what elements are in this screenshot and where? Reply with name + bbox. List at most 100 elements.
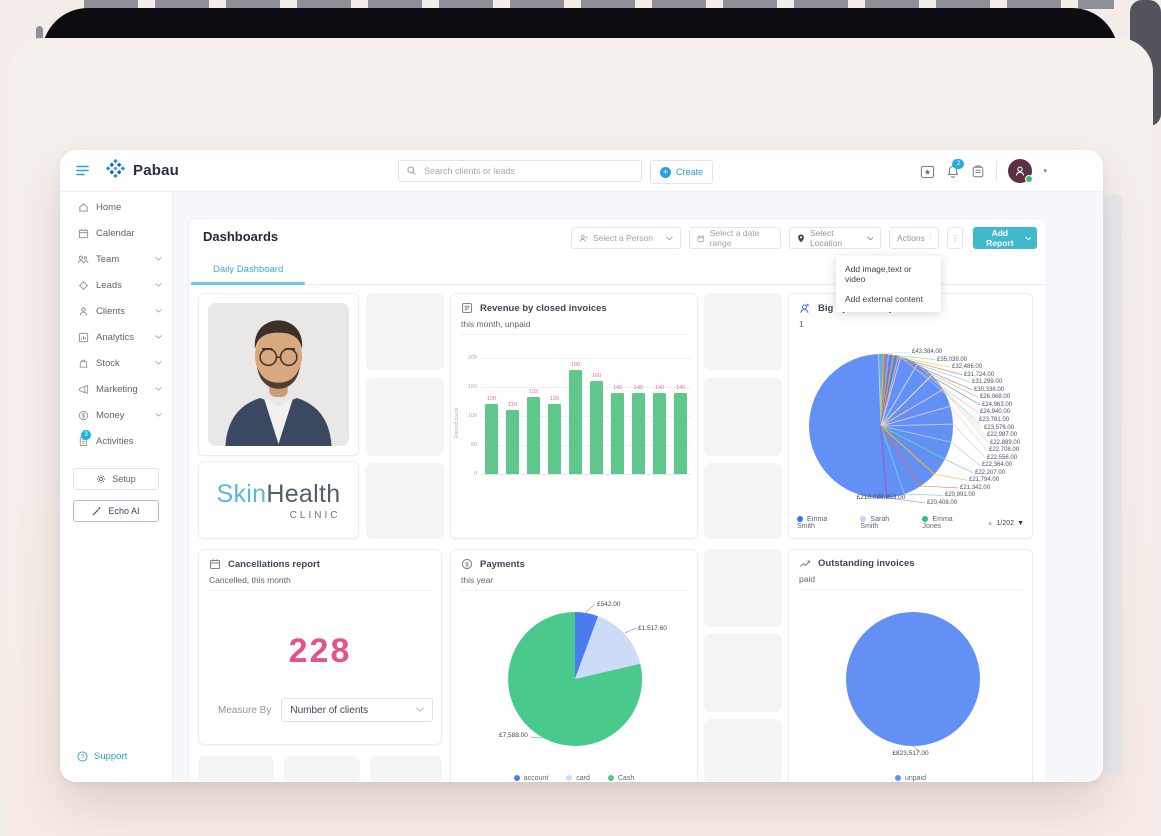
sidebar-item-marketing[interactable]: Marketing [60, 376, 172, 402]
sidebar-item-activities[interactable]: Activities 3 [60, 428, 172, 454]
legend-item[interactable]: Emma Smith [797, 516, 828, 530]
bar[interactable]: 160 [590, 373, 603, 474]
pie-callout-value: £20,408.00 [927, 500, 958, 506]
logo-clinic: CLINIC [289, 509, 341, 521]
echo-ai-button[interactable]: Echo AI [73, 500, 159, 522]
create-button[interactable]: + Create [650, 160, 714, 184]
sidebar-item-money[interactable]: Money [60, 402, 172, 428]
sidebar-item-label: Activities [96, 435, 134, 447]
bar[interactable]: 140 [674, 385, 687, 474]
y-axis-tick: 50 [470, 442, 477, 448]
bar[interactable]: 140 [653, 385, 666, 474]
marketing-icon [77, 384, 89, 395]
user-menu-caret-icon[interactable]: ▾ [1043, 168, 1047, 175]
sidebar-item-label: Team [96, 253, 120, 265]
bar[interactable]: 140 [611, 385, 624, 474]
sidebar-item-label: Calendar [96, 227, 135, 239]
select-person-label: Select a Person [593, 233, 654, 243]
bar[interactable]: 110 [506, 402, 519, 474]
page-up-icon[interactable]: ▲ [986, 519, 994, 527]
tab-daily-dashboard[interactable]: Daily Dashboard [189, 254, 307, 285]
wand-icon [93, 506, 102, 516]
pie-callout-value: £31,724.00 [964, 371, 995, 378]
legend-item[interactable]: unpaid [894, 775, 926, 782]
pabau-logo[interactable]: Pabau [105, 158, 179, 184]
bar[interactable]: 180 [569, 362, 582, 474]
actions-dropdown[interactable]: Actions [889, 227, 939, 249]
brand-name: Pabau [133, 162, 180, 179]
setup-button[interactable]: Setup [73, 468, 159, 490]
bar-value-label: 140 [675, 384, 686, 391]
support-link[interactable]: ? Support [77, 751, 127, 762]
legend-item[interactable]: card [566, 775, 590, 782]
bar[interactable]: 120 [548, 396, 561, 474]
pie-callout-value: £20,991.00 [945, 492, 976, 499]
menu-item-add-external-content[interactable]: Add external content [845, 294, 923, 304]
pie-callout-value: £22,556.00 [987, 454, 1018, 461]
notifications-bell-icon[interactable]: 2 [946, 158, 965, 179]
dashboard-tabs: Daily Dashboard [189, 254, 1046, 285]
sidebar: Home Calendar Team Leads Clients Analytics Sto… [60, 192, 173, 782]
main-slice-value: £210,088,853.00 [856, 494, 906, 501]
sidebar-item-home[interactable]: Home [60, 194, 172, 220]
page-down-icon[interactable]: ▼ [1017, 519, 1024, 527]
add-report-button[interactable]: Add Report [973, 227, 1037, 249]
sidebar-item-stock[interactable]: Stock [60, 350, 172, 376]
help-icon: ? [77, 751, 88, 762]
sidebar-item-leads[interactable]: Leads [60, 272, 172, 298]
legend-item[interactable]: Cash [607, 775, 634, 782]
user-avatar[interactable] [1008, 159, 1034, 183]
legend-item[interactable]: account [513, 775, 548, 782]
topbar: Pabau + Create [60, 150, 1103, 192]
person-icon [579, 234, 588, 242]
create-label: Create [676, 167, 704, 177]
y-axis-tick: 150 [467, 384, 477, 390]
calendar-star-icon[interactable] [920, 164, 935, 179]
select-date-range-dropdown[interactable]: Select a date range [689, 227, 781, 249]
bar[interactable]: 120 [485, 396, 498, 474]
legend-item[interactable]: Emma Jones [922, 516, 953, 530]
dashboard-panel: Dashboards Select a Person Select a date… [188, 218, 1047, 782]
kebab-menu-button[interactable]: ⋮ [947, 227, 963, 249]
y-axis-tick: 200 [467, 355, 477, 361]
bar-chart: Record count 0 50 100 150 200 120 110 132 120 180 1… [451, 334, 697, 538]
bar-value-label: 140 [654, 384, 665, 391]
tasks-clipboard-icon[interactable] [971, 164, 985, 179]
widget-placeholder [704, 293, 782, 370]
sidebar-item-clients[interactable]: Clients [60, 298, 172, 324]
bar-value-label: 132 [528, 389, 539, 396]
chevron-down-icon [666, 235, 673, 241]
hamburger-menu-icon[interactable] [76, 165, 89, 176]
chevron-down-icon [416, 707, 425, 713]
select-date-range-label: Select a date range [709, 228, 760, 248]
bar-value-label: 110 [508, 402, 517, 409]
card-subtitle: this month, unpaid [461, 319, 531, 329]
profile-photo-widget [198, 293, 359, 456]
legend-item[interactable]: Sarah Smith [860, 516, 890, 530]
menu-item-add-image-text-video[interactable]: Add image,text or video [845, 264, 912, 284]
trend-line-icon [800, 560, 811, 567]
select-person-dropdown[interactable]: Select a Person [571, 227, 681, 249]
sidebar-item-label: Leads [96, 279, 122, 291]
stock-icon [77, 358, 89, 369]
chevron-down-icon [930, 235, 931, 238]
bar-value-label: 140 [633, 384, 644, 391]
widget-placeholder [370, 756, 442, 782]
card-subtitle: 1 [799, 319, 804, 329]
slice-value: £823,517.00 [892, 750, 929, 757]
bar[interactable]: 132 [527, 389, 540, 474]
search-input[interactable] [422, 165, 633, 177]
logo-skin: Skin [216, 479, 267, 508]
outstanding-invoices-widget: Outstanding invoices paid £823,517.00 un… [788, 549, 1033, 782]
chevron-down-icon [155, 413, 162, 417]
calendar-icon [697, 234, 705, 242]
sidebar-item-team[interactable]: Team [60, 246, 172, 272]
pie-callout-value: £24,963.00 [982, 401, 1013, 408]
measure-by-select[interactable]: Number of clients [281, 698, 434, 722]
sidebar-item-calendar[interactable]: Calendar [60, 220, 172, 246]
sidebar-item-analytics[interactable]: Analytics [60, 324, 172, 350]
analytics-icon [77, 332, 89, 343]
bar[interactable]: 140 [632, 385, 645, 474]
global-search[interactable] [398, 160, 642, 182]
select-location-dropdown[interactable]: Select Location [789, 227, 881, 249]
